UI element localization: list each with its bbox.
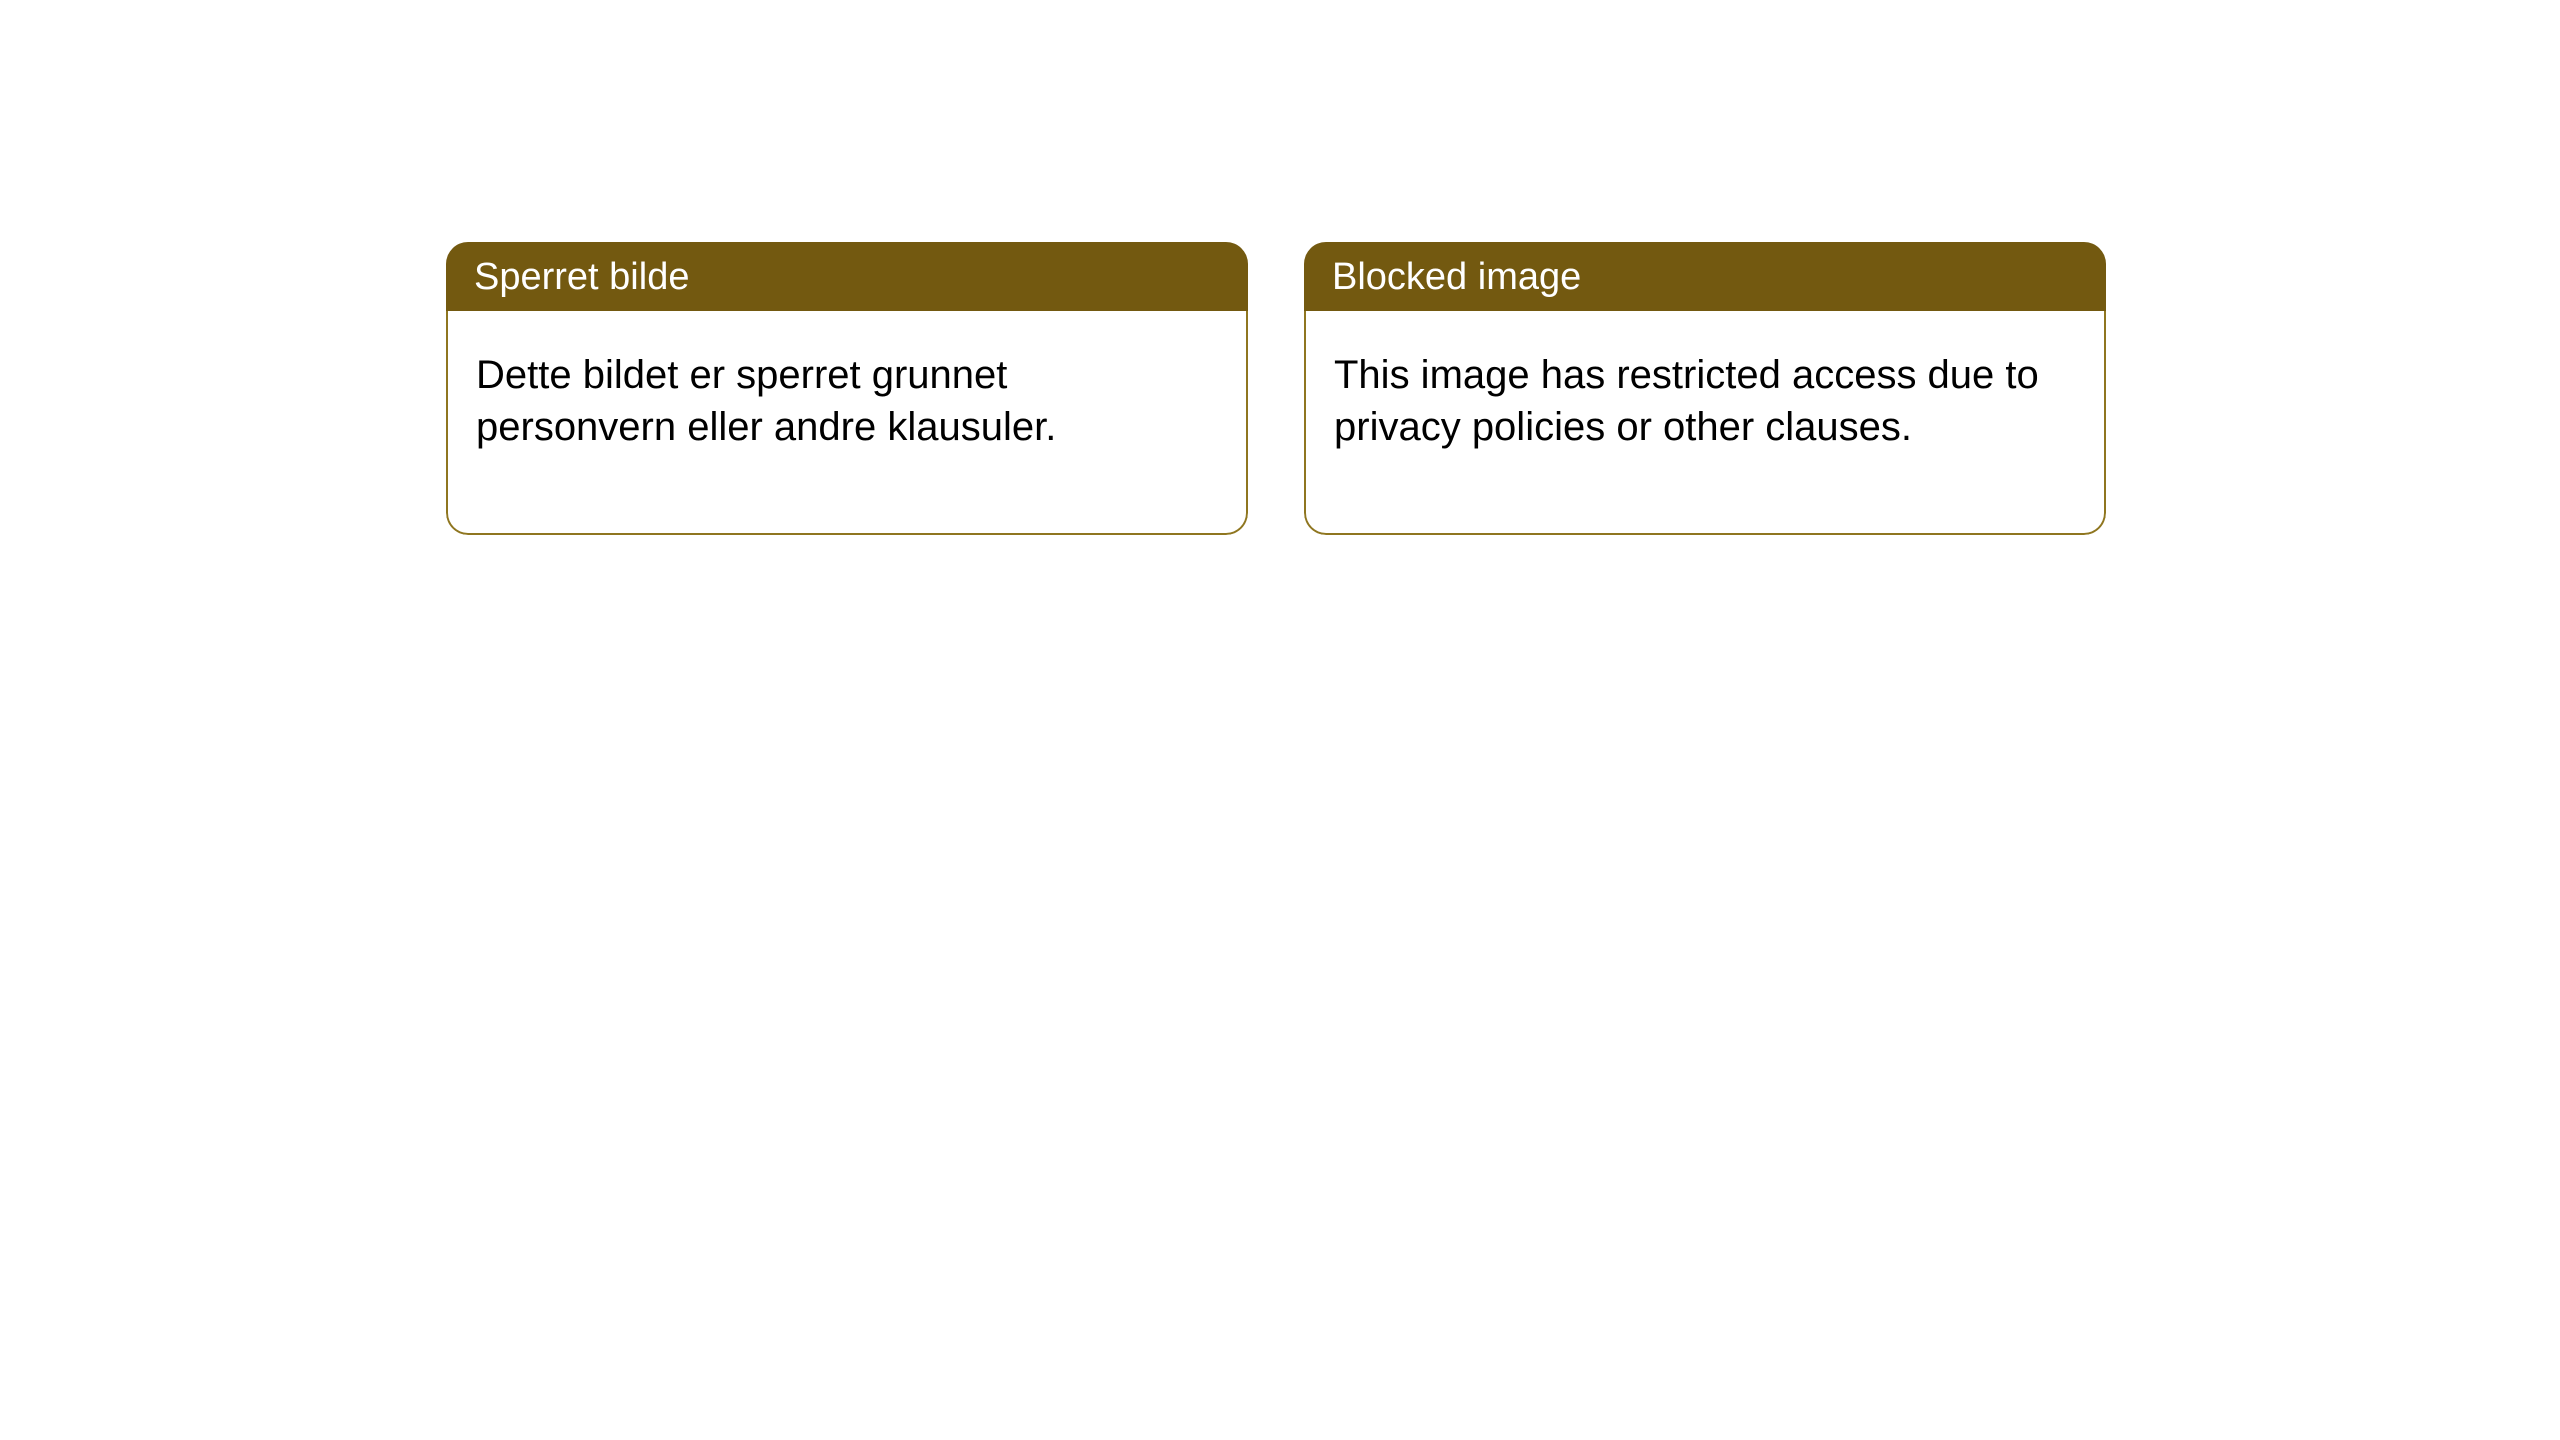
info-card-header: Blocked image (1304, 242, 2106, 311)
info-card-body: This image has restricted access due to … (1304, 311, 2106, 535)
info-card-no: Sperret bilde Dette bildet er sperret gr… (446, 242, 1248, 535)
info-card-title: Sperret bilde (474, 256, 689, 298)
info-card-header: Sperret bilde (446, 242, 1248, 311)
info-card-body-text: This image has restricted access due to … (1334, 353, 2039, 449)
info-card-body: Dette bildet er sperret grunnet personve… (446, 311, 1248, 535)
info-card-en: Blocked image This image has restricted … (1304, 242, 2106, 535)
info-cards-row: Sperret bilde Dette bildet er sperret gr… (0, 0, 2560, 535)
info-card-title: Blocked image (1332, 256, 1581, 298)
info-card-body-text: Dette bildet er sperret grunnet personve… (476, 353, 1056, 449)
